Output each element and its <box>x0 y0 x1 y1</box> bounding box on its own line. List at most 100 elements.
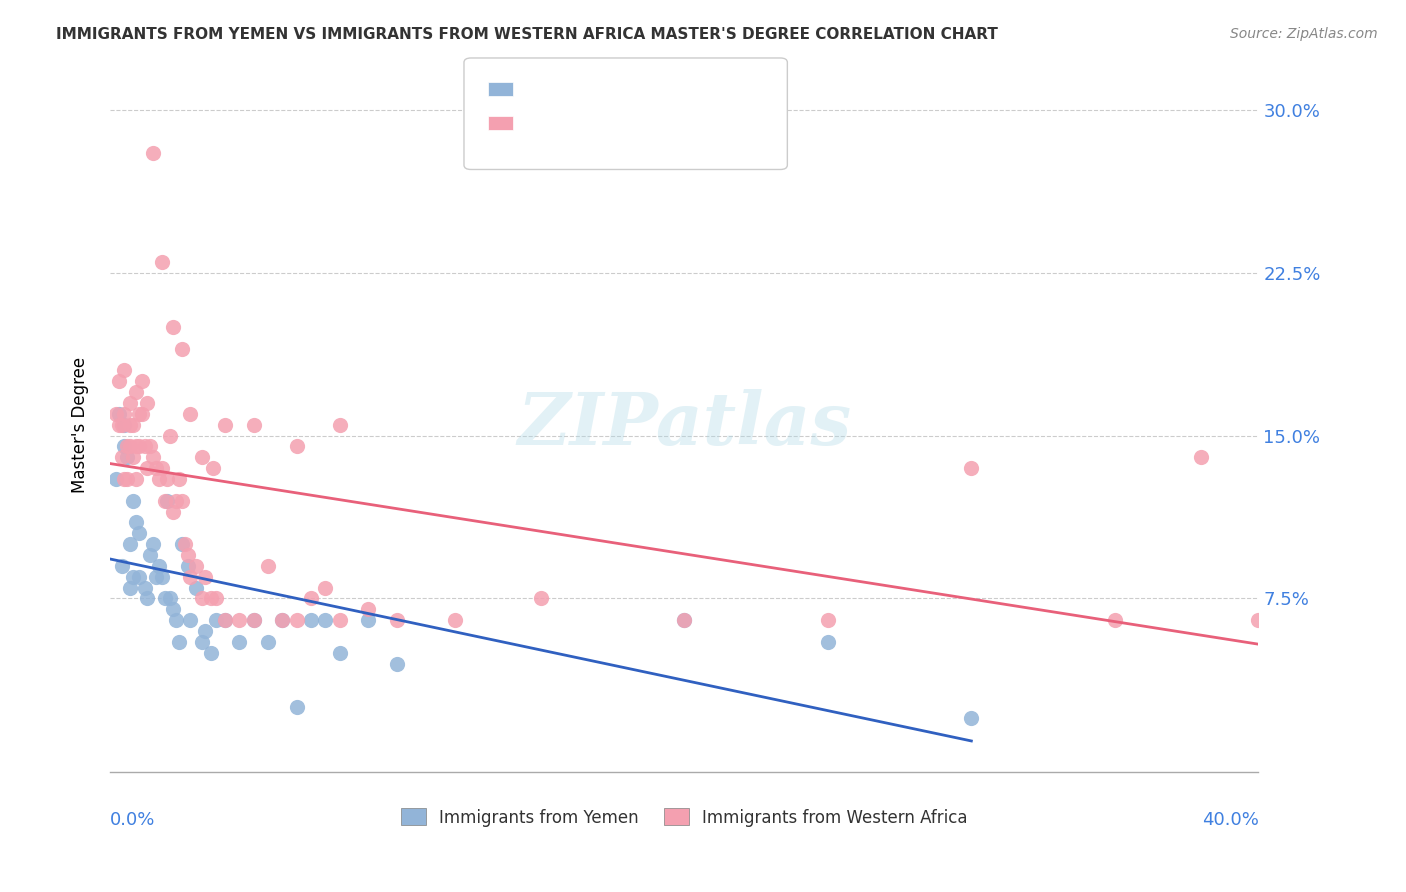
Point <box>202 461 225 475</box>
Point <box>156 493 179 508</box>
Point <box>162 320 184 334</box>
Point <box>131 375 153 389</box>
Point <box>242 613 264 627</box>
Point <box>134 440 156 454</box>
Text: 0.0%: 0.0% <box>110 811 156 830</box>
Point <box>817 635 839 649</box>
Point <box>673 613 696 627</box>
Point <box>176 558 198 573</box>
Point <box>191 450 214 465</box>
Text: R =: R = <box>519 82 553 96</box>
Point <box>530 591 553 606</box>
Point <box>214 417 236 432</box>
Point <box>142 450 165 465</box>
Point <box>299 613 322 627</box>
Point <box>285 700 308 714</box>
Point <box>1189 450 1212 465</box>
Text: 48: 48 <box>648 82 669 96</box>
Point <box>110 417 132 432</box>
Point <box>112 440 135 454</box>
Point <box>194 570 217 584</box>
Point <box>112 472 135 486</box>
Point <box>179 407 201 421</box>
Point <box>110 558 132 573</box>
Point <box>125 385 148 400</box>
Point <box>112 407 135 421</box>
Point <box>257 558 280 573</box>
Point <box>125 516 148 530</box>
Text: −0.301: −0.301 <box>554 116 614 130</box>
Point <box>1104 613 1126 627</box>
Point <box>242 417 264 432</box>
Point <box>242 613 264 627</box>
Point <box>170 537 193 551</box>
Point <box>150 461 173 475</box>
Point <box>271 613 294 627</box>
Text: N =: N = <box>614 116 648 130</box>
Point <box>817 613 839 627</box>
Point <box>191 635 214 649</box>
Point <box>214 613 236 627</box>
Point <box>122 493 145 508</box>
Point <box>150 255 173 269</box>
Point <box>299 591 322 606</box>
Text: N =: N = <box>614 82 648 96</box>
Point <box>186 581 208 595</box>
Point <box>167 472 190 486</box>
Point <box>134 581 156 595</box>
Point <box>117 440 139 454</box>
Point <box>107 407 129 421</box>
Point <box>145 570 167 584</box>
Point <box>122 417 145 432</box>
Point <box>173 537 195 551</box>
Point <box>120 581 142 595</box>
Point <box>205 613 228 627</box>
Text: ZIPatlas: ZIPatlas <box>517 389 851 460</box>
Point <box>329 646 352 660</box>
Point <box>165 613 187 627</box>
Point <box>117 472 139 486</box>
Point <box>125 472 148 486</box>
Point <box>153 591 176 606</box>
Point <box>148 472 170 486</box>
Point <box>314 581 336 595</box>
Point <box>162 602 184 616</box>
Point <box>128 570 150 584</box>
Point <box>329 613 352 627</box>
Point <box>357 602 380 616</box>
Point <box>285 440 308 454</box>
Point <box>167 635 190 649</box>
Point <box>257 635 280 649</box>
Point <box>136 461 159 475</box>
Point <box>385 613 408 627</box>
Point <box>443 613 465 627</box>
Point <box>162 505 184 519</box>
Point <box>1247 613 1270 627</box>
Y-axis label: Master's Degree: Master's Degree <box>72 357 89 492</box>
Point <box>228 635 250 649</box>
Point <box>128 440 150 454</box>
Point <box>271 613 294 627</box>
Point <box>179 613 201 627</box>
Text: 40.0%: 40.0% <box>1202 811 1258 830</box>
Point <box>120 440 142 454</box>
Point <box>191 591 214 606</box>
Text: Source: ZipAtlas.com: Source: ZipAtlas.com <box>1230 27 1378 41</box>
Point <box>128 407 150 421</box>
Point <box>131 407 153 421</box>
Point <box>117 450 139 465</box>
Point <box>153 493 176 508</box>
Point <box>142 146 165 161</box>
Point <box>200 646 222 660</box>
Point <box>110 450 132 465</box>
Point <box>194 624 217 638</box>
Point <box>170 342 193 356</box>
Point <box>186 558 208 573</box>
Point <box>385 657 408 671</box>
Point <box>107 375 129 389</box>
Point <box>120 417 142 432</box>
Point <box>214 613 236 627</box>
Point <box>179 570 201 584</box>
Text: 75: 75 <box>648 116 669 130</box>
Point <box>112 363 135 377</box>
